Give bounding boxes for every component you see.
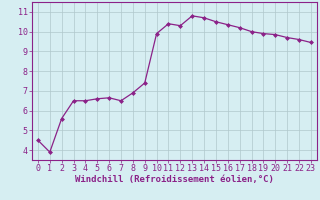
X-axis label: Windchill (Refroidissement éolien,°C): Windchill (Refroidissement éolien,°C) [75, 175, 274, 184]
